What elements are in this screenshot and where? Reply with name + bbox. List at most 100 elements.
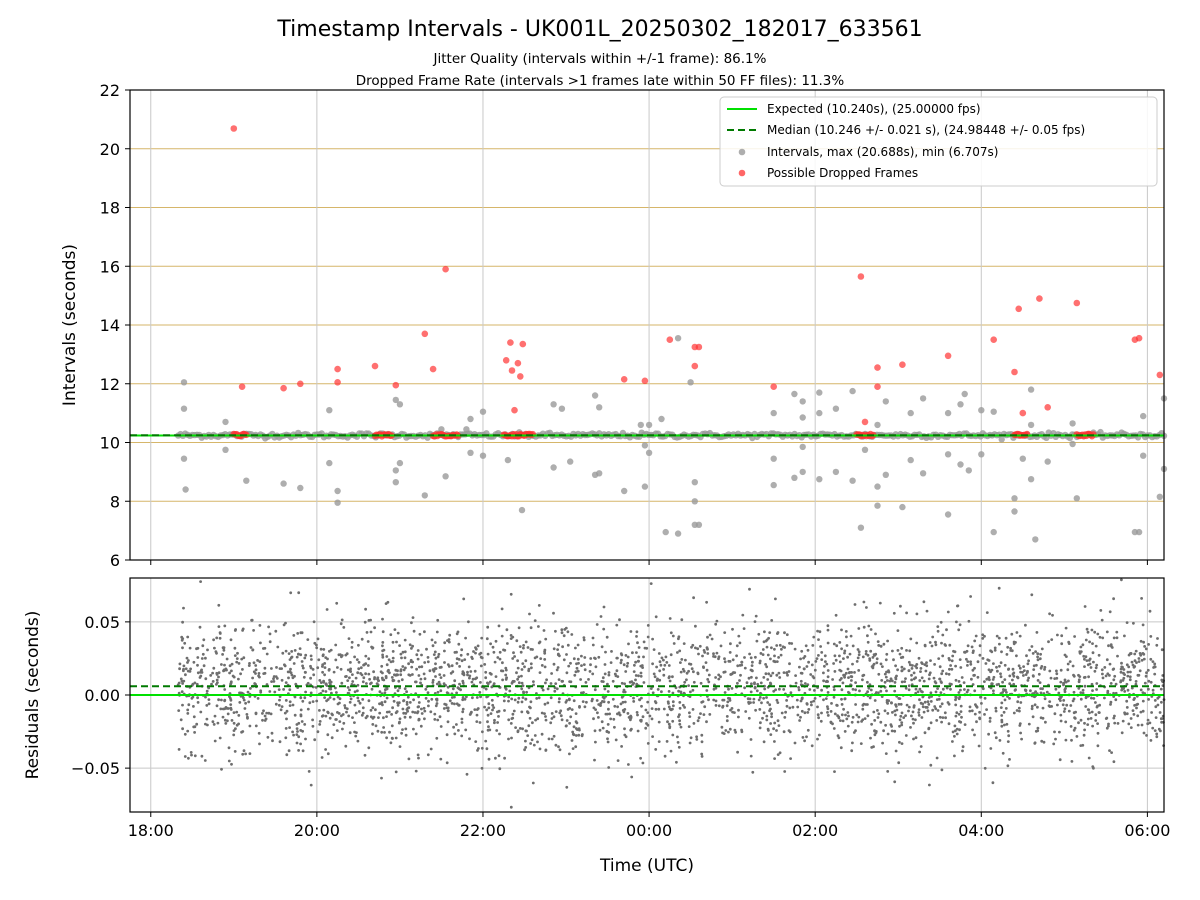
residual-point xyxy=(623,690,627,694)
residual-point xyxy=(1115,630,1119,634)
residual-point xyxy=(552,647,556,651)
residual-point xyxy=(217,698,221,702)
residual-point xyxy=(1066,662,1070,666)
residual-point xyxy=(534,718,537,722)
residual-point xyxy=(822,698,825,702)
residual-point xyxy=(1015,654,1018,658)
residual-point xyxy=(712,698,716,702)
residual-point xyxy=(1083,665,1086,668)
residual-point xyxy=(213,714,217,718)
residual-point xyxy=(691,708,695,711)
residual-point xyxy=(983,680,986,683)
residual-point xyxy=(974,634,978,638)
residual-point xyxy=(1006,645,1010,649)
residual-point xyxy=(229,708,233,711)
residual-point xyxy=(543,702,547,706)
residual-point xyxy=(1042,740,1046,744)
residual-point xyxy=(914,718,917,722)
interval-outlier-point xyxy=(1069,440,1076,448)
residual-point xyxy=(223,688,227,691)
x-tick-label: 04:00 xyxy=(958,821,1004,840)
residual-point xyxy=(1005,653,1009,656)
residual-point xyxy=(407,662,410,666)
interval-outlier-point xyxy=(421,492,428,499)
residual-point xyxy=(998,664,1001,668)
residual-point xyxy=(536,740,539,744)
residual-point xyxy=(676,741,680,744)
residual-point xyxy=(480,636,484,640)
residual-point xyxy=(420,653,423,657)
residual-point xyxy=(826,680,829,683)
residual-point xyxy=(1004,707,1008,710)
residual-point xyxy=(990,682,994,685)
residual-point xyxy=(779,653,783,657)
residual-point xyxy=(291,703,295,707)
interval-outlier-point xyxy=(861,446,869,453)
residual-point xyxy=(193,754,197,758)
residual-point xyxy=(385,655,389,658)
residual-point xyxy=(1144,647,1148,651)
residual-point xyxy=(715,651,719,655)
residual-point xyxy=(809,673,813,676)
residual-point xyxy=(890,701,893,705)
residual-point xyxy=(651,662,654,666)
residual-point xyxy=(800,696,804,700)
residual-point xyxy=(423,630,426,634)
residual-point xyxy=(1141,709,1145,713)
residual-point xyxy=(613,672,617,676)
residual-point xyxy=(717,673,721,677)
residual-point xyxy=(785,633,789,637)
residual-point xyxy=(360,713,364,717)
interval-outlier-point xyxy=(1011,508,1018,515)
residual-point xyxy=(803,711,807,715)
residual-point xyxy=(769,722,772,725)
residual-point xyxy=(481,730,484,734)
residual-point xyxy=(1000,701,1004,705)
residual-point xyxy=(1000,718,1004,722)
residual-point xyxy=(921,690,924,694)
residual-point xyxy=(532,680,535,683)
residual-point xyxy=(928,673,931,677)
residual-point xyxy=(1105,726,1109,730)
residual-point xyxy=(850,679,853,682)
residual-point xyxy=(431,678,435,682)
residual-point xyxy=(1012,674,1016,678)
residual-point xyxy=(1091,642,1094,645)
residual-point xyxy=(217,625,221,628)
residual-point xyxy=(879,720,883,724)
residual-point xyxy=(1008,674,1012,678)
residual-point xyxy=(533,619,537,622)
residual-point xyxy=(702,649,706,652)
residual-point xyxy=(545,678,548,682)
residual-point xyxy=(489,712,493,715)
residual-point xyxy=(839,746,843,750)
residual-point xyxy=(671,691,675,695)
residual-point xyxy=(1113,714,1116,718)
residual-point xyxy=(952,649,955,653)
residual-point xyxy=(524,697,528,701)
residual-point xyxy=(706,678,710,681)
residual-point xyxy=(729,672,733,676)
residual-point xyxy=(696,719,700,723)
residual-point xyxy=(629,728,633,732)
residual-point xyxy=(1155,735,1159,739)
residual-point xyxy=(688,662,691,666)
residual-point xyxy=(885,689,888,693)
residual-point xyxy=(893,729,897,733)
interval-outlier-point xyxy=(944,451,952,458)
residual-point xyxy=(981,637,985,640)
residual-point xyxy=(795,698,799,702)
residual-point xyxy=(362,663,365,667)
residual-point xyxy=(567,664,571,668)
residual-point xyxy=(398,720,401,724)
residual-point xyxy=(346,679,350,682)
residual-point xyxy=(359,666,363,670)
residual-point xyxy=(367,746,371,750)
residual-point xyxy=(570,633,574,636)
residual-point xyxy=(980,702,983,705)
residual-point xyxy=(971,683,975,686)
residual-point xyxy=(1105,630,1109,634)
residual-point xyxy=(738,664,742,667)
residual-point xyxy=(1070,760,1074,763)
residual-point xyxy=(603,663,607,666)
